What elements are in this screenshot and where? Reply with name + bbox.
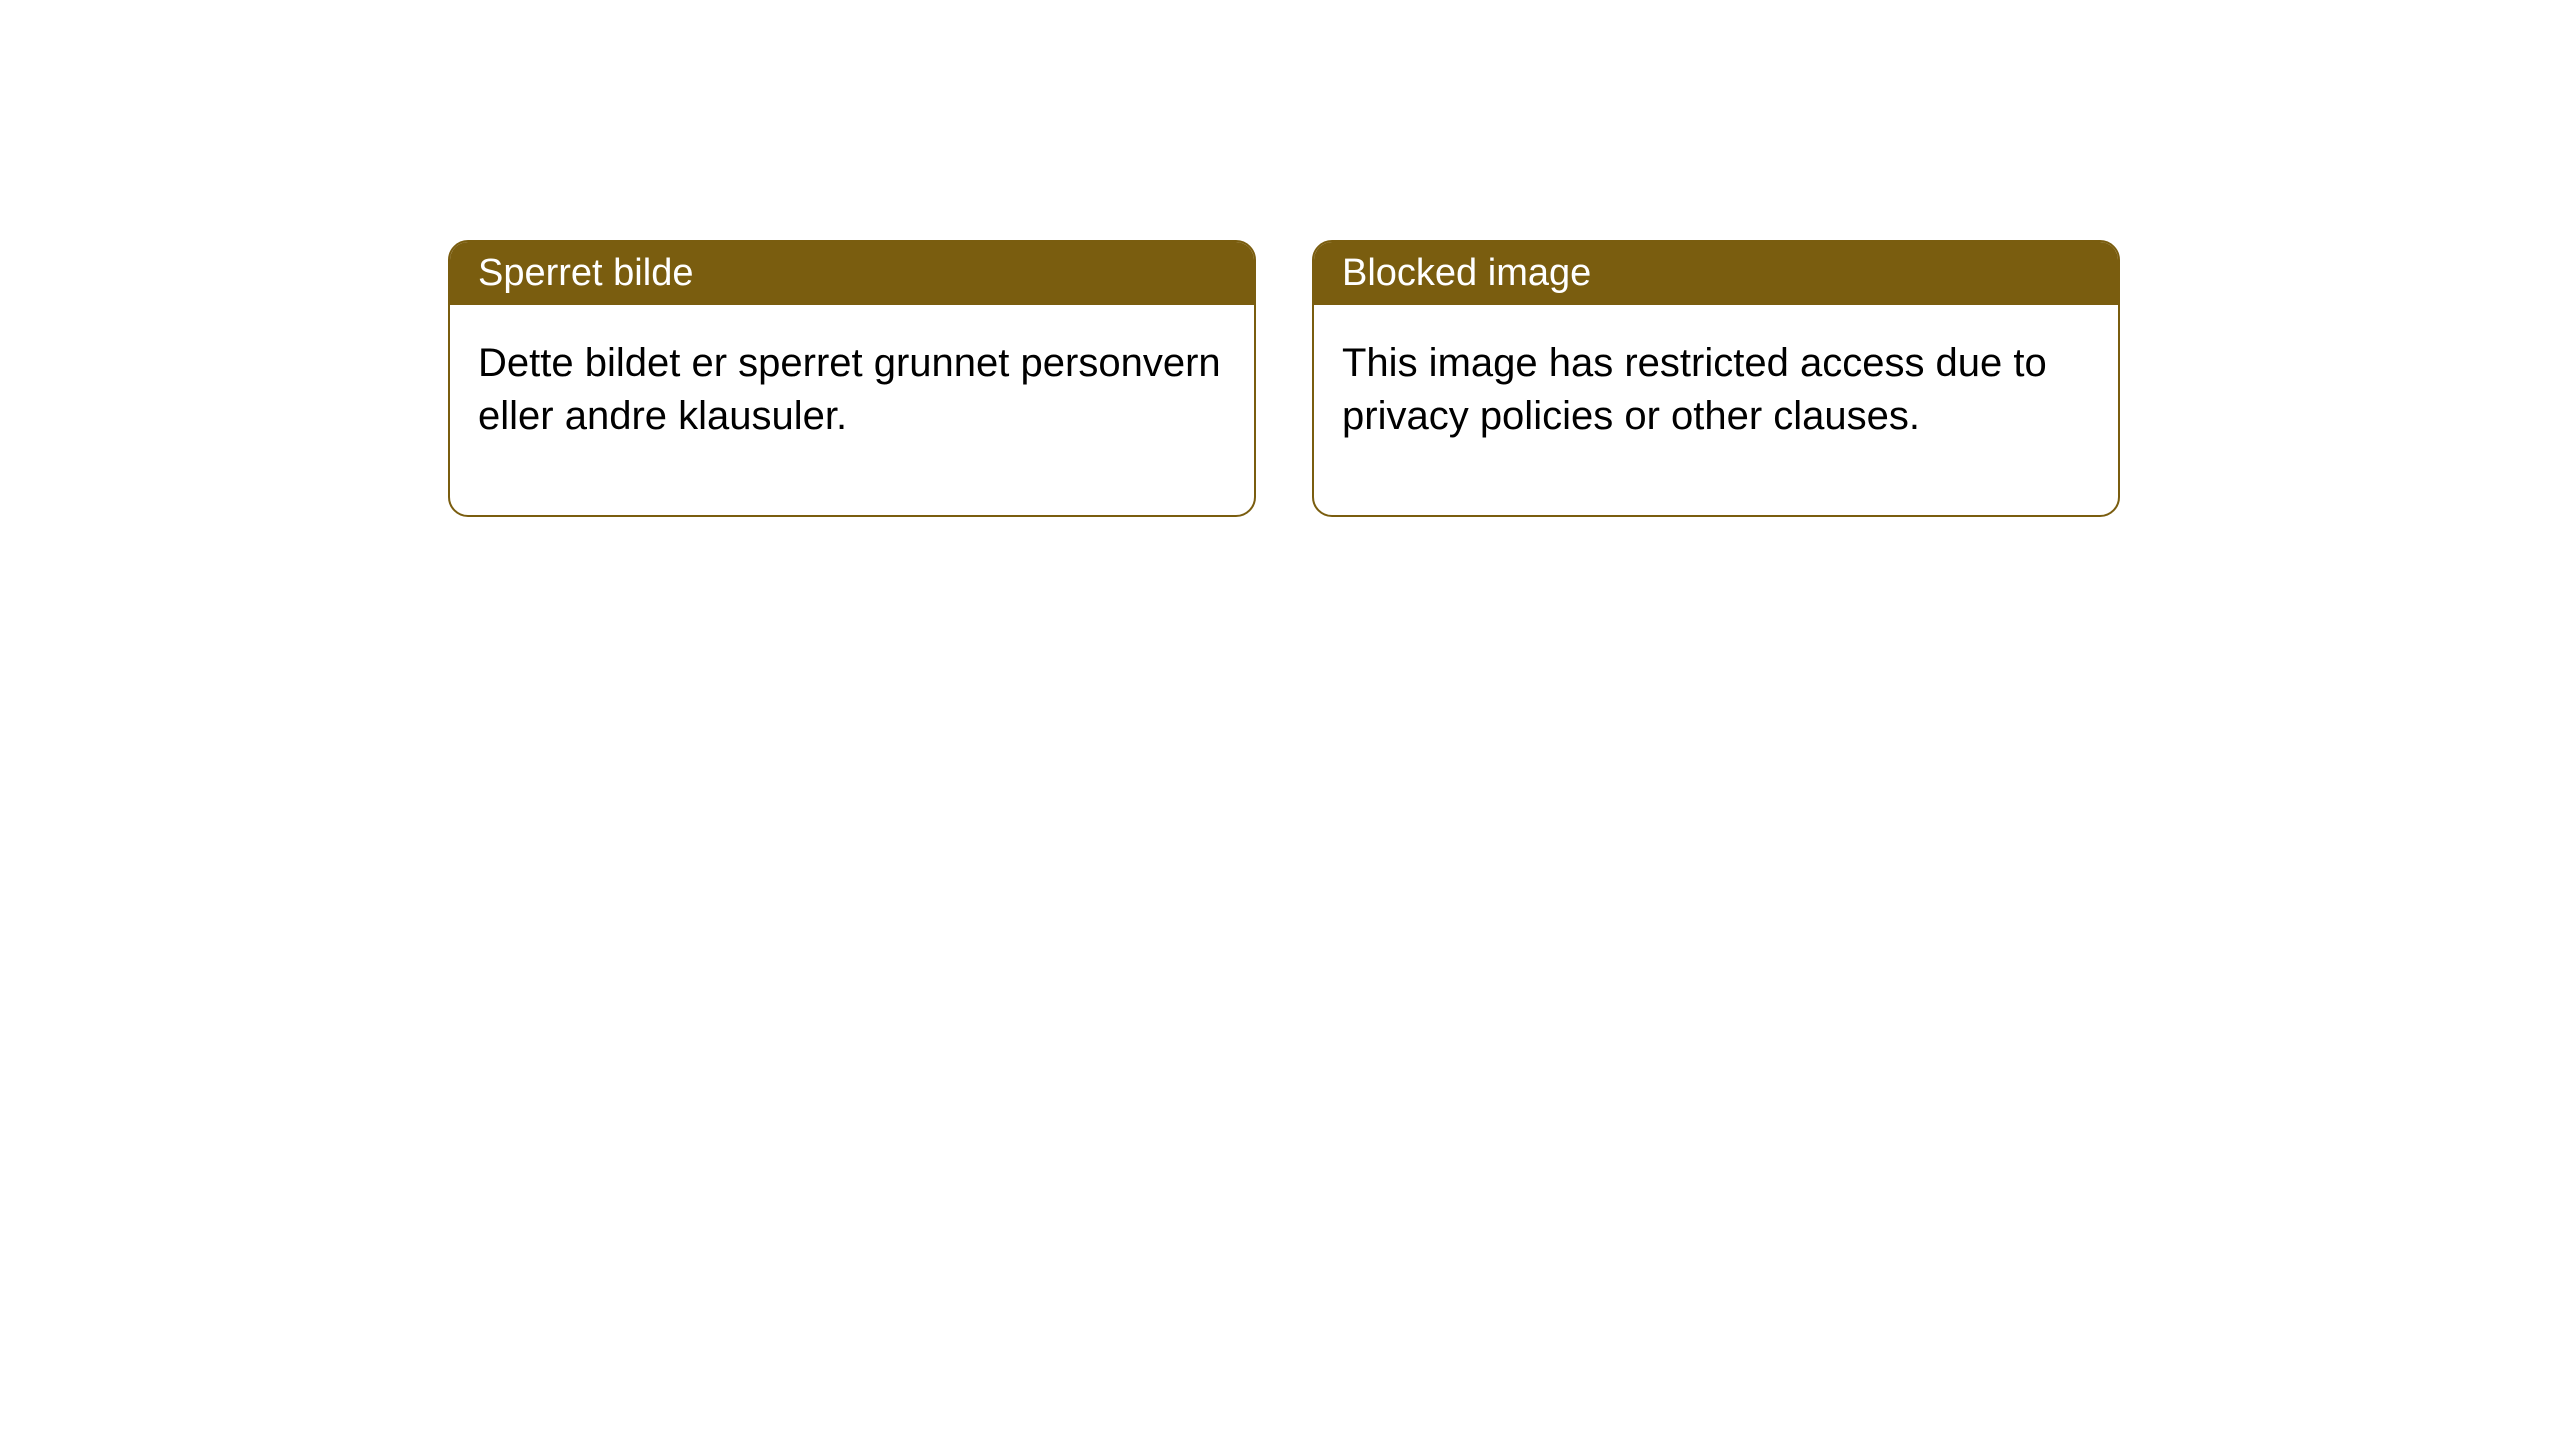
notice-card-en: Blocked image This image has restricted … (1312, 240, 2120, 517)
notice-body-no: Dette bildet er sperret grunnet personve… (450, 305, 1254, 515)
notice-header-en: Blocked image (1314, 242, 2118, 305)
notice-header-no: Sperret bilde (450, 242, 1254, 305)
notice-container: Sperret bilde Dette bildet er sperret gr… (0, 0, 2560, 517)
notice-body-en: This image has restricted access due to … (1314, 305, 2118, 515)
notice-card-no: Sperret bilde Dette bildet er sperret gr… (448, 240, 1256, 517)
